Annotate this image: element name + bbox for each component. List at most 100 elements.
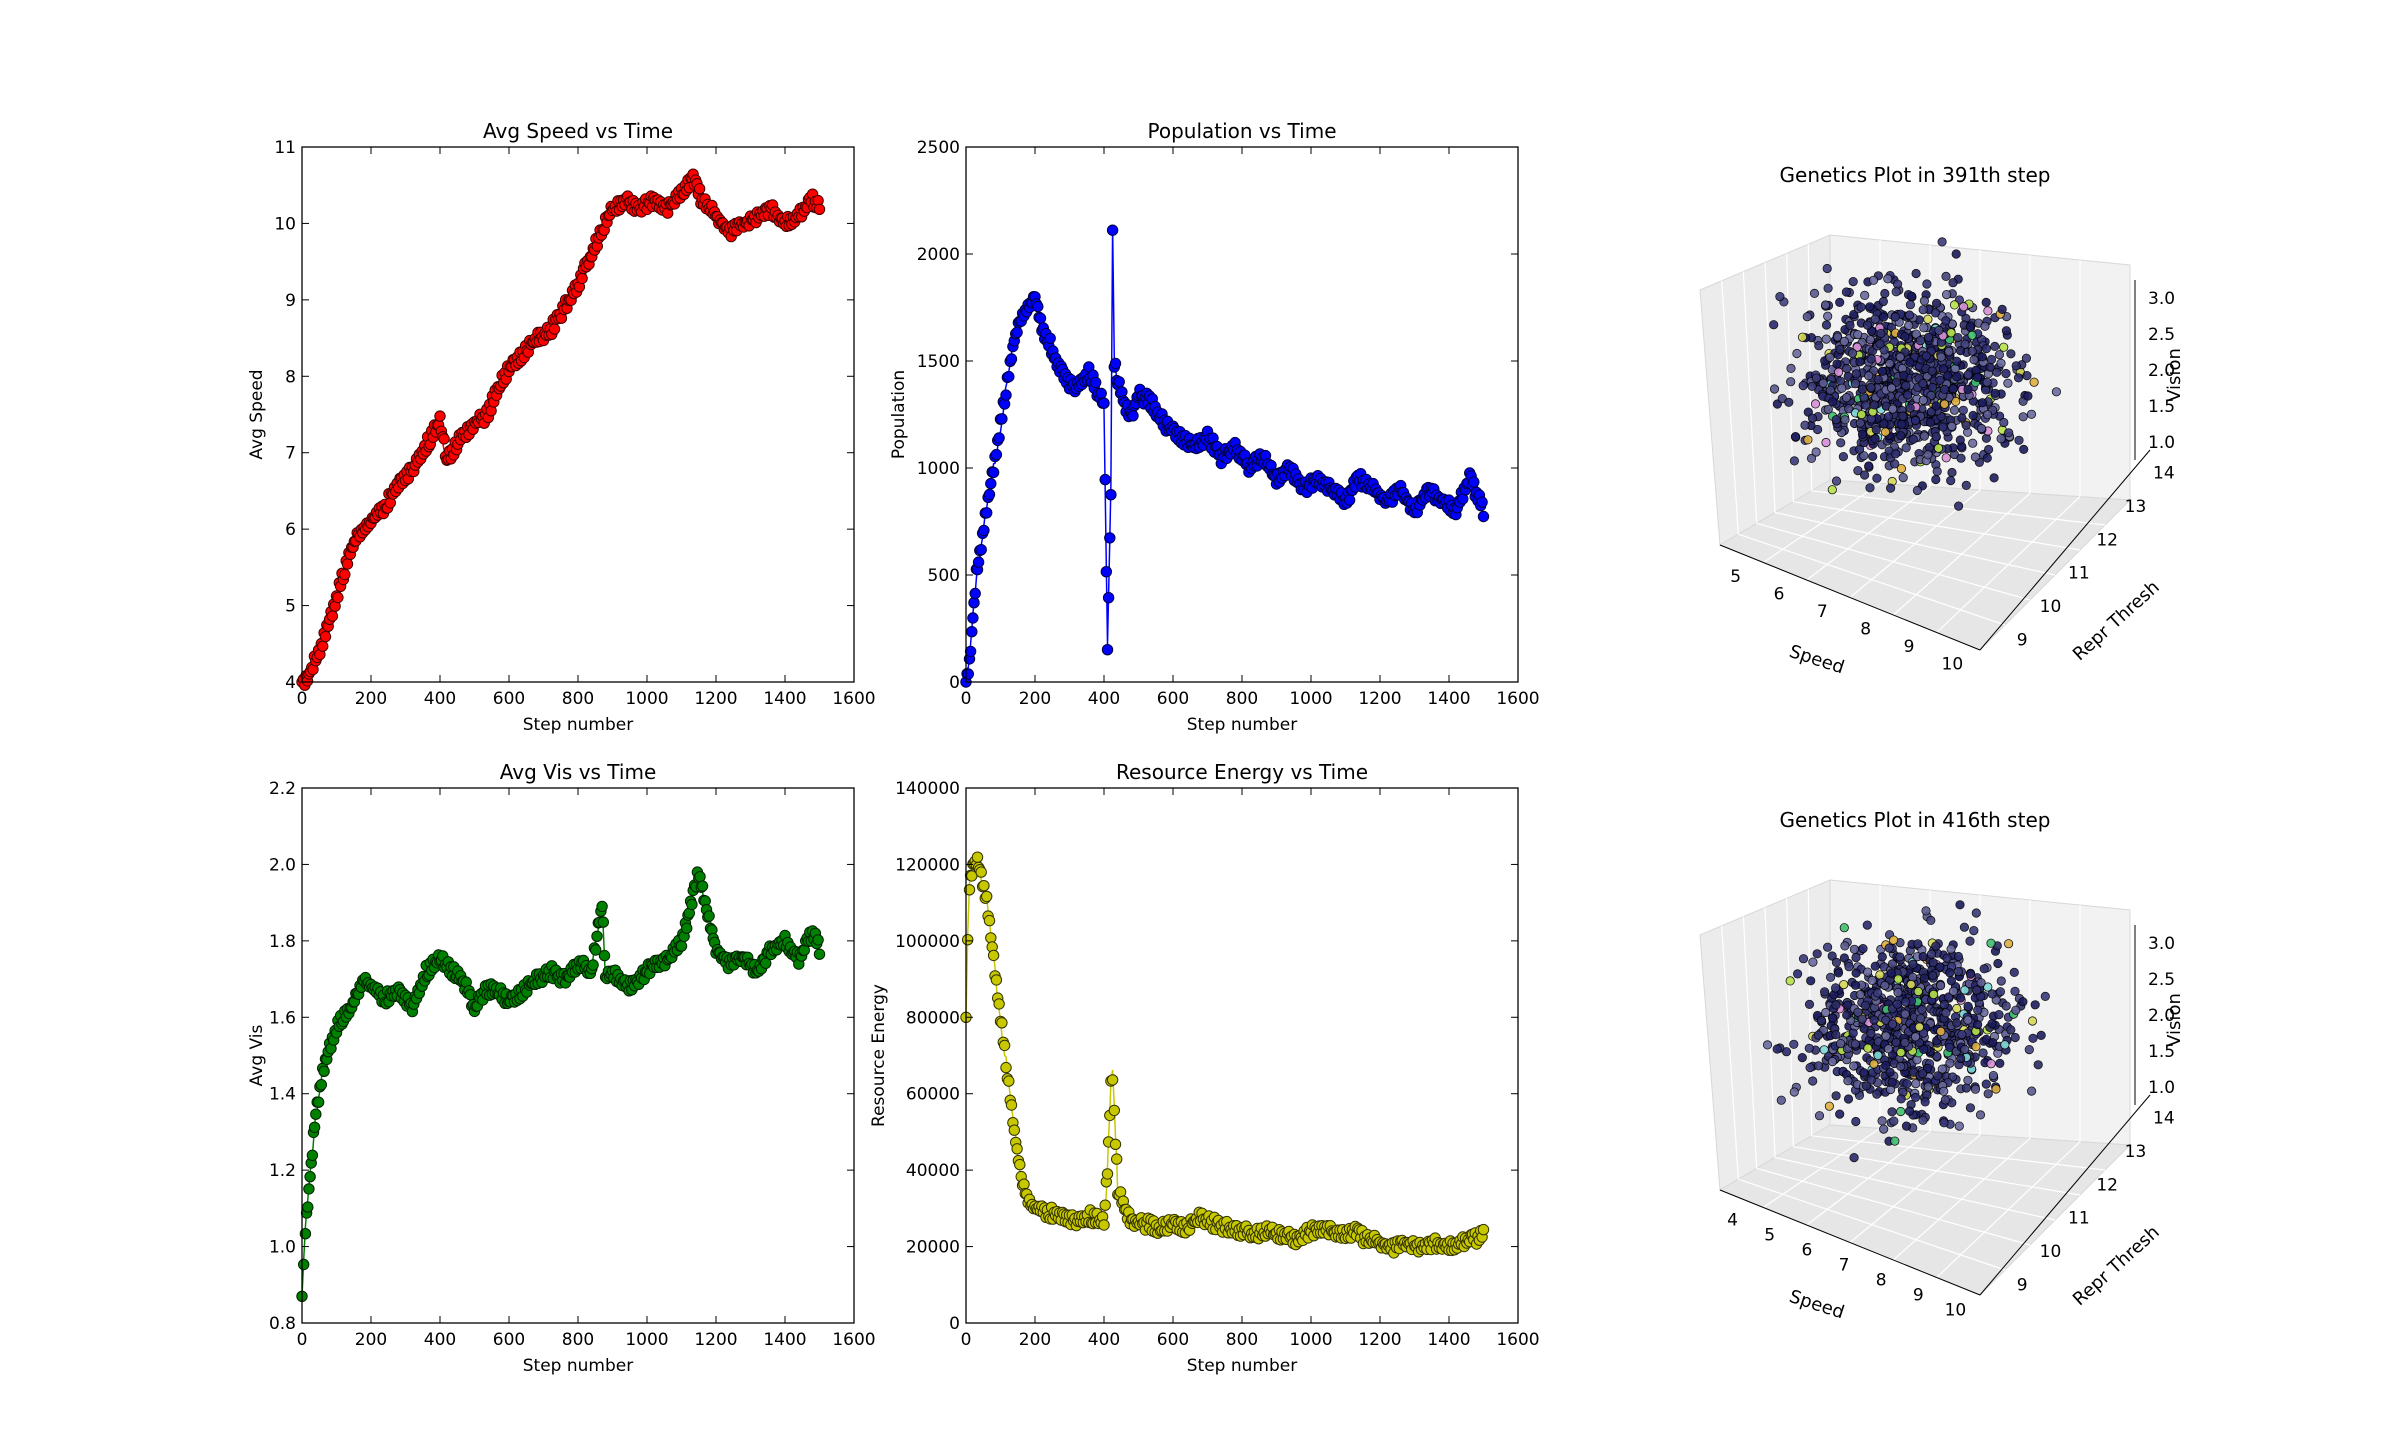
data-point: [681, 922, 693, 934]
data-point: [312, 1096, 325, 1108]
scatter-point: [1915, 335, 1926, 346]
scatter-point: [1808, 957, 1818, 967]
scatter-point: [1999, 342, 2009, 352]
scatter-point: [1823, 942, 1833, 952]
scatter-point: [1963, 1001, 1973, 1012]
scatter-point: [1769, 320, 1779, 330]
scatter-point: [1980, 321, 1990, 331]
x-tick-label: 1600: [832, 689, 875, 709]
scatter-point: [1877, 1116, 1887, 1126]
scatter-point: [1981, 297, 1991, 307]
data-point: [317, 640, 329, 652]
data-point: [978, 880, 990, 892]
data-point: [318, 1065, 330, 1078]
scatter-point: [1927, 382, 1938, 392]
y-tick-label: 12: [2096, 530, 2118, 550]
data-point: [972, 556, 985, 568]
data-point: [298, 1258, 310, 1271]
scatter-point: [1804, 1043, 1814, 1053]
scatter-point: [2003, 378, 2013, 388]
scatter-point: [1941, 271, 1951, 281]
data-point: [996, 1017, 1008, 1029]
scatter-point: [1775, 291, 1785, 302]
scatter-point: [1939, 1118, 1949, 1128]
data-point: [576, 272, 588, 285]
scatter-point: [1808, 1076, 1818, 1086]
scatter-point: [1880, 288, 1890, 299]
scatter-point: [1895, 352, 1905, 362]
scatter-point: [1839, 336, 1849, 346]
data-point: [1000, 389, 1012, 401]
scatter-point: [1864, 461, 1874, 471]
scatter-point: [1901, 997, 1911, 1007]
data-point: [326, 610, 339, 622]
scatter-point: [1849, 1153, 1859, 1163]
scatter-point: [1908, 959, 1918, 969]
x-tick-label: 1200: [694, 1330, 737, 1350]
data-point: [1099, 1199, 1111, 1211]
scatter-point: [1976, 423, 1987, 434]
scatter-point: [1878, 296, 1889, 307]
scatter-point: [1840, 941, 1850, 951]
data-point: [596, 900, 608, 913]
scatter-point: [1893, 974, 1903, 984]
y-tick-label: 10: [2040, 597, 2062, 617]
scatter-point: [1936, 1026, 1946, 1037]
scatter-point: [1987, 989, 1997, 999]
data-point: [303, 1183, 315, 1195]
scatter-point: [1802, 312, 1812, 322]
y-tick-label: 1.4: [269, 1085, 296, 1105]
scatter-point: [1864, 371, 1874, 381]
scatter-point: [1875, 339, 1885, 349]
scatter-point: [1918, 951, 1928, 962]
scatter-point: [1934, 325, 1944, 335]
scatter-point: [1883, 1044, 1894, 1054]
data-point: [1106, 1074, 1119, 1086]
scatter-point: [1832, 359, 1842, 369]
x-tick-label: 400: [424, 689, 456, 709]
x-tick-label: 800: [562, 689, 594, 709]
scatter-point: [1905, 403, 1915, 413]
data-point: [590, 944, 602, 956]
scatter-point: [1948, 986, 1959, 996]
series-markers: [296, 168, 826, 691]
scatter-point: [1997, 304, 2007, 314]
scatter-point: [1792, 348, 1802, 359]
scatter-point: [1963, 1015, 1973, 1025]
data-point: [981, 890, 993, 903]
y-tick-label: 5: [285, 597, 296, 617]
x-tick-label: 5: [1730, 567, 1741, 587]
x-tick-label: 7: [1817, 602, 1828, 622]
scatter-point: [1947, 421, 1957, 431]
scatter-point: [2004, 939, 2014, 949]
scatter-point: [1866, 1029, 1876, 1039]
x-tick-label: 1600: [832, 1330, 875, 1350]
scatter-point: [1845, 320, 1855, 330]
scatter-point: [1983, 1089, 1993, 1099]
scatter-point: [1983, 306, 1993, 316]
scatter-point: [1988, 1038, 1998, 1048]
scatter-point: [1984, 444, 1994, 455]
y-axis-label: Repr Thresh: [2069, 1222, 2164, 1310]
scatter-point: [1809, 288, 1820, 298]
x-tick-label: 1400: [763, 1330, 806, 1350]
scatter-point: [1999, 417, 2009, 428]
scatter-point: [1831, 476, 1842, 486]
scatter-point: [1831, 983, 1841, 993]
scatter-point: [1800, 420, 1810, 430]
scatter-point: [1926, 915, 1936, 926]
data-point: [1108, 1104, 1121, 1117]
data-point: [299, 1228, 312, 1240]
scatter-point: [1798, 954, 1809, 964]
x-tick-label: 200: [1019, 689, 1051, 709]
scatter-point: [1911, 1092, 1921, 1103]
scatter-point: [1921, 351, 1931, 361]
x-axis-label: Step number: [1187, 715, 1297, 735]
scatter-point: [1931, 941, 1941, 951]
scatter-point: [2010, 1032, 2020, 1043]
scatter-point: [1977, 398, 1988, 408]
data-point: [686, 898, 698, 911]
scatter-point: [1891, 287, 1901, 297]
scatter-point: [1855, 418, 1865, 428]
scatter-point: [1860, 470, 1870, 480]
